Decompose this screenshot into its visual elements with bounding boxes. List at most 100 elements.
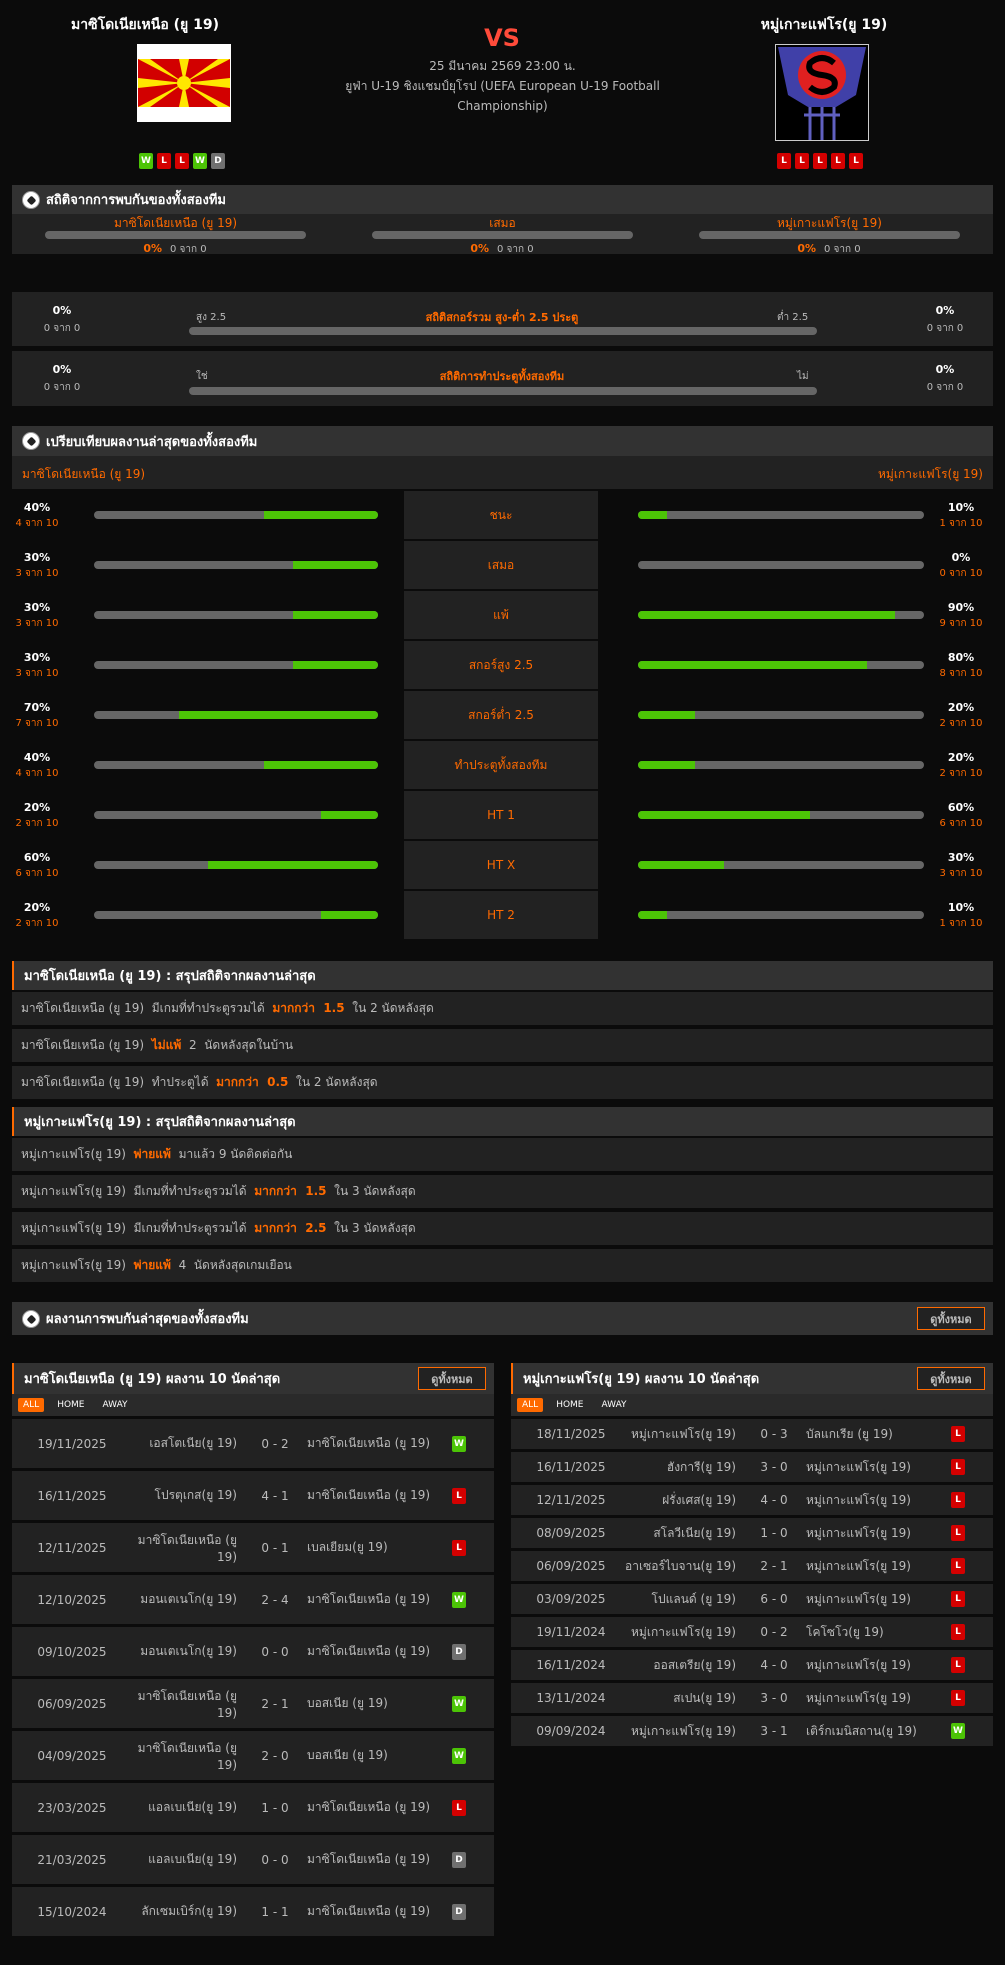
match-row[interactable]: 12/11/2025 ฝรั่งเศส(ยู 19) 4 - 0 หมู่เกาะแฟ… — [511, 1485, 993, 1515]
tab-home[interactable]: HOME — [556, 1400, 584, 1410]
left-pct: 40% — [23, 751, 51, 764]
left-bar-fill — [321, 811, 378, 819]
match-row[interactable]: 03/09/2025 โปแลนด์ (ยู 19) 6 - 0 หมู่เกาะแฟ… — [511, 1584, 993, 1614]
left-pct: 30% — [23, 551, 51, 564]
btts-yes-of: 0 จาก 0 — [43, 382, 81, 393]
match-row[interactable]: 09/10/2025 มอนเตเนโก(ยู 19) 0 - 0 มาซิโดเนี… — [12, 1627, 494, 1676]
match-score: 4 - 0 — [760, 1493, 788, 1507]
h2h-col-pct: 0% — [797, 242, 816, 255]
match-row[interactable]: 13/11/2024 สเปน(ยู 19) 3 - 0 หมู่เกาะแฟโร(ย… — [511, 1683, 993, 1713]
right-bar — [638, 561, 924, 569]
match-row[interactable]: 19/11/2025 เอสโตเนีย(ยู 19) 0 - 2 มาซิโดเนี… — [12, 1419, 494, 1468]
result-badge: L — [951, 1459, 965, 1475]
match-date: 08/09/2025 — [536, 1526, 606, 1540]
match-away-team: เติร์กเมนิสถาน(ยู 19) — [806, 1723, 917, 1738]
compare-teams: มาซิโดเนียเหนือ (ยู 19) หมู่เกาะแฟโร(ยู … — [12, 456, 993, 489]
summary-highlight: มากกว่า 0.5 — [216, 1075, 289, 1089]
left-bar — [94, 811, 378, 819]
form-badge: L — [795, 153, 809, 169]
right-of: 0 จาก 10 — [939, 568, 983, 579]
left-bar — [94, 661, 378, 669]
result-badge: L — [951, 1657, 965, 1673]
match-away-team: บอสเนีย (ยู 19) — [307, 1748, 388, 1762]
match-row[interactable]: 19/11/2024 หมู่เกาะแฟโร(ยู 19) 0 - 2 โคโซโว… — [511, 1617, 993, 1647]
match-home-team: ลักเซมเบิร์ก(ยู 19) — [141, 1904, 237, 1918]
tab-away[interactable]: AWAY — [601, 1400, 627, 1410]
h2h-col-pct: 0% — [470, 242, 489, 255]
match-score: 0 - 1 — [261, 1540, 289, 1555]
h2h-stats-title: สถิติจากการพบกันของทั้งสองทีม — [46, 193, 226, 208]
left-pct: 70% — [23, 701, 51, 714]
match-away-team: มาซิโดเนียเหนือ (ยู 19) — [307, 1800, 431, 1814]
match-row[interactable]: 18/11/2025 หมู่เกาะแฟโร(ยู 19) 0 - 3 บัลแกเ… — [511, 1419, 993, 1449]
btts-no-of: 0 จาก 0 — [926, 382, 964, 393]
match-row[interactable]: 16/11/2025 โปรตุเกส(ยู 19) 4 - 1 มาซิโดเนีย… — [12, 1471, 494, 1520]
match-home-team: มาซิโดเนียเหนือ (ยู 19) — [137, 1741, 237, 1772]
match-home-team: สโลวีเนีย(ยู 19) — [653, 1525, 736, 1540]
tab-home[interactable]: HOME — [57, 1400, 85, 1410]
match-row[interactable]: 08/09/2025 สโลวีเนีย(ยู 19) 1 - 0 หมู่เกาะแ… — [511, 1518, 993, 1548]
match-row[interactable]: 21/03/2025 แอลเบเนีย(ยู 19) 0 - 0 มาซิโดเนี… — [12, 1835, 494, 1884]
match-home-team: เอสโตเนีย(ยู 19) — [149, 1436, 237, 1450]
competition-name[interactable]: ยูฟ่า U-19 ชิงแชมป์ยุโรป (UEFA European … — [345, 79, 660, 113]
match-date: 12/11/2025 — [536, 1493, 606, 1507]
form-badge: L — [175, 153, 189, 169]
compare-label: ชนะ — [404, 491, 598, 539]
away-team-name[interactable]: หมู่เกาะแฟโร(ยู 19) — [760, 17, 888, 33]
match-info: 25 มีนาคม 2569 23:00 น. ยูฟ่า U-19 ชิงแช… — [340, 56, 665, 116]
match-score: 4 - 0 — [760, 1658, 788, 1672]
match-away-team: มาซิโดเนียเหนือ (ยู 19) — [307, 1488, 431, 1502]
compare-label: HT X — [404, 841, 598, 889]
summary-text: ใน 2 นัดหลังสุด — [288, 1075, 378, 1089]
match-row[interactable]: 12/10/2025 มอนเตเนโก(ยู 19) 2 - 4 มาซิโดเนี… — [12, 1575, 494, 1624]
result-badge: L — [452, 1799, 466, 1816]
left-of: 3 จาก 10 — [15, 668, 59, 679]
over-under-panel: 0% 0 จาก 0 สูง 2.5 สถิติสกอร์รวม สูง-ต่ำ… — [12, 292, 993, 346]
tab-all[interactable]: ALL — [18, 1398, 45, 1412]
left-of: 4 จาก 10 — [15, 518, 59, 529]
view-all-button[interactable]: ดูทั้งหมด — [917, 1367, 985, 1390]
summary-text: มาซิโดเนียเหนือ (ยู 19) ทำประตูได้ — [21, 1075, 217, 1089]
summary-row: มาซิโดเนียเหนือ (ยู 19) ไม่แพ้ 2 นัดหลัง… — [12, 1029, 993, 1062]
match-away-team: มาซิโดเนียเหนือ (ยู 19) — [307, 1904, 431, 1918]
right-of: 2 จาก 10 — [939, 718, 983, 729]
match-score: 4 - 1 — [261, 1488, 289, 1503]
match-row[interactable]: 09/09/2024 หมู่เกาะแฟโร(ยู 19) 3 - 1 เติร์ก… — [511, 1716, 993, 1746]
match-row[interactable]: 16/11/2025 ฮังการี(ยู 19) 3 - 0 หมู่เกาะแฟโ… — [511, 1452, 993, 1482]
compare-row: 40% 4 จาก 10 ทำประตูทั้งสองทีม 20% 2 จาก 10 — [12, 741, 993, 789]
match-away-team: หมู่เกาะแฟโร(ยู 19) — [806, 1657, 911, 1672]
right-pct: 80% — [947, 651, 975, 664]
match-row[interactable]: 06/09/2025 อาเซอร์ไบจาน(ยู 19) 2 - 1 หมู่เก… — [511, 1551, 993, 1581]
tab-away[interactable]: AWAY — [102, 1400, 128, 1410]
match-home-team: แอลเบเนีย(ยู 19) — [148, 1852, 237, 1866]
home-team-name[interactable]: มาซิโดเนียเหนือ (ยู 19) — [71, 17, 219, 33]
match-row[interactable]: 06/09/2025 มาซิโดเนียเหนือ (ยู 19) 2 - 1 บอ… — [12, 1679, 494, 1728]
right-pct: 10% — [947, 901, 975, 914]
view-all-button[interactable]: ดูทั้งหมด — [418, 1367, 486, 1390]
summary-text: ใน 3 นัดหลังสุด — [326, 1184, 416, 1198]
form-badge: L — [777, 153, 791, 169]
left-bar-fill — [264, 511, 378, 519]
match-away-team: มาซิโดเนียเหนือ (ยู 19) — [307, 1436, 431, 1450]
right-of: 2 จาก 10 — [939, 768, 983, 779]
compare-row: 70% 7 จาก 10 สกอร์ต่ำ 2.5 20% 2 จาก 10 — [12, 691, 993, 739]
match-row[interactable]: 12/11/2025 มาซิโดเนียเหนือ (ยู 19) 0 - 1 เบ… — [12, 1523, 494, 1572]
match-row[interactable]: 16/11/2024 ออสเตรีย(ยู 19) 4 - 0 หมู่เกาะแฟ… — [511, 1650, 993, 1680]
tab-all[interactable]: ALL — [517, 1398, 544, 1412]
left-bar — [94, 761, 378, 769]
summary-text: ใน 3 นัดหลังสุด — [326, 1221, 416, 1235]
match-row[interactable]: 23/03/2025 แอลเบเนีย(ยู 19) 1 - 0 มาซิโดเนี… — [12, 1783, 494, 1832]
match-score: 2 - 1 — [760, 1559, 788, 1573]
left-bar-fill — [292, 661, 378, 669]
compare-row: 30% 3 จาก 10 แพ้ 90% 9 จาก 10 — [12, 591, 993, 639]
view-all-button[interactable]: ดูทั้งหมด — [917, 1307, 985, 1330]
match-away-team: หมู่เกาะแฟโร(ยู 19) — [806, 1591, 911, 1606]
match-row[interactable]: 15/10/2024 ลักเซมเบิร์ก(ยู 19) 1 - 1 มาซิโด… — [12, 1887, 494, 1936]
btts-title: สถิติการทำประตูทั้งสองทีม — [439, 370, 565, 383]
over-of: 0 จาก 0 — [43, 323, 81, 334]
match-away-team: หมู่เกาะแฟโร(ยู 19) — [806, 1459, 911, 1474]
result-badge: W — [452, 1695, 466, 1712]
compare-label: เสมอ — [404, 541, 598, 589]
match-row[interactable]: 04/09/2025 มาซิโดเนียเหนือ (ยู 19) 2 - 0 บอ… — [12, 1731, 494, 1780]
